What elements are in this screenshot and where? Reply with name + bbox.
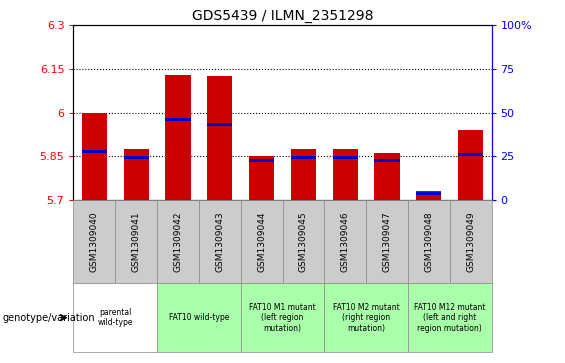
Bar <box>416 192 441 195</box>
Text: GSM1309045: GSM1309045 <box>299 211 308 272</box>
Text: GSM1309042: GSM1309042 <box>173 211 182 272</box>
Text: FAT10 M2 mutant
(right region
mutation): FAT10 M2 mutant (right region mutation) <box>333 303 399 333</box>
Bar <box>375 159 399 162</box>
Bar <box>291 149 316 200</box>
Text: parental
wild-type: parental wild-type <box>98 308 133 327</box>
Text: FAT10 M12 mutant
(left and right
region mutation): FAT10 M12 mutant (left and right region … <box>414 303 485 333</box>
Bar <box>375 153 399 200</box>
Bar <box>282 200 324 283</box>
Bar <box>166 75 190 200</box>
Title: GDS5439 / ILMN_2351298: GDS5439 / ILMN_2351298 <box>192 9 373 23</box>
Text: FAT10 M1 mutant
(left region
mutation): FAT10 M1 mutant (left region mutation) <box>249 303 316 333</box>
Bar <box>157 283 241 352</box>
Text: GSM1309048: GSM1309048 <box>424 211 433 272</box>
Text: GSM1309046: GSM1309046 <box>341 211 350 272</box>
Bar <box>458 130 483 200</box>
Bar <box>241 283 324 352</box>
Bar <box>291 156 316 159</box>
Bar <box>207 76 232 200</box>
Bar <box>458 153 483 156</box>
Bar <box>249 156 274 200</box>
Bar <box>82 150 107 153</box>
Bar <box>157 200 199 283</box>
Bar <box>115 200 157 283</box>
Bar <box>416 191 441 200</box>
Bar <box>333 149 358 200</box>
Bar <box>124 156 149 159</box>
Bar <box>241 200 282 283</box>
Text: genotype/variation: genotype/variation <box>3 313 95 323</box>
Bar <box>124 149 149 200</box>
Text: FAT10 wild-type: FAT10 wild-type <box>169 313 229 322</box>
Bar <box>249 159 274 162</box>
Text: GSM1309044: GSM1309044 <box>257 211 266 272</box>
Bar <box>166 118 190 121</box>
Bar <box>408 283 492 352</box>
Text: GSM1309040: GSM1309040 <box>90 211 99 272</box>
Bar <box>333 156 358 159</box>
Text: GSM1309049: GSM1309049 <box>466 211 475 272</box>
Bar <box>73 283 157 352</box>
Bar <box>450 200 492 283</box>
Text: GSM1309043: GSM1309043 <box>215 211 224 272</box>
Bar <box>366 200 408 283</box>
Bar <box>199 200 241 283</box>
Bar <box>324 200 366 283</box>
Text: GSM1309047: GSM1309047 <box>383 211 392 272</box>
Text: GSM1309041: GSM1309041 <box>132 211 141 272</box>
Bar <box>408 200 450 283</box>
Bar <box>324 283 408 352</box>
Bar <box>82 113 107 200</box>
Bar <box>73 200 115 283</box>
Bar <box>207 123 232 126</box>
